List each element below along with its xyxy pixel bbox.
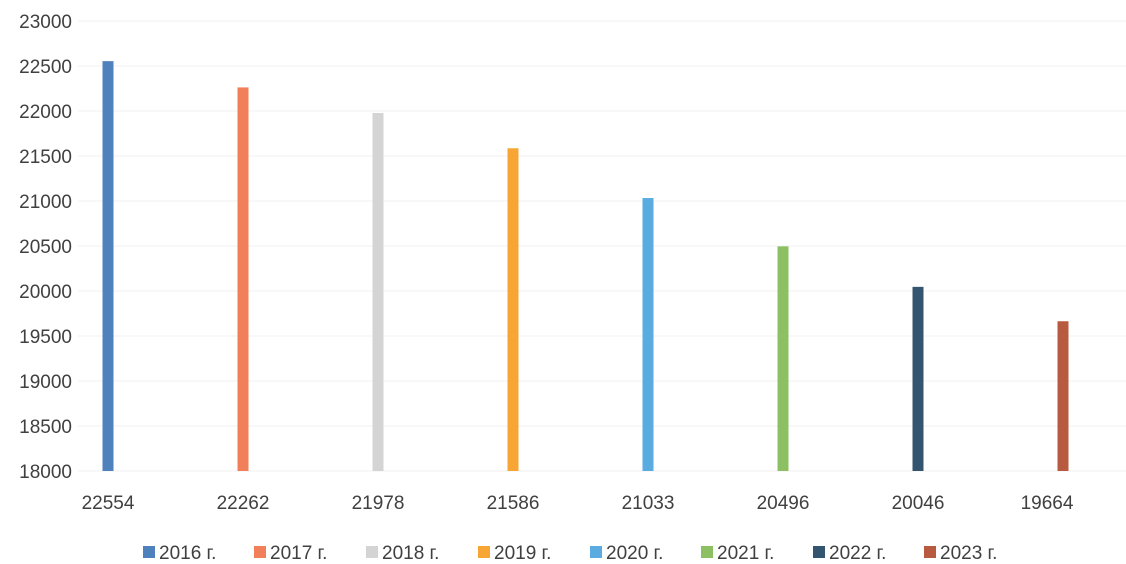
y-tick-label: 19500 (19, 327, 72, 348)
legend-swatch (254, 546, 266, 558)
x-tick-label: 21978 (352, 493, 405, 514)
x-tick-label: 21033 (622, 493, 675, 514)
legend-label: 2020 г. (606, 543, 663, 564)
bar (777, 246, 789, 471)
legend-item: 2020 г. (590, 543, 663, 564)
bar (102, 61, 114, 471)
legend-swatch (366, 546, 378, 558)
legend-item: 2016 г. (143, 543, 216, 564)
legend-label: 2022 г. (829, 543, 886, 564)
legend: 2016 г. 2017 г. 2018 г. 2019 г. 2020 г. 2021 … (143, 543, 997, 564)
y-tick-label: 22000 (19, 102, 72, 123)
legend-swatch (701, 546, 713, 558)
y-axis: 18000 18500 19000 19500 20000 20500 21000 21500… (19, 12, 72, 483)
legend-swatch (143, 546, 155, 558)
legend-swatch (478, 546, 490, 558)
x-tick-label: 19664 (1021, 493, 1074, 514)
bar (507, 148, 519, 471)
legend-swatch (590, 546, 602, 558)
y-tick-label: 18500 (19, 417, 72, 438)
x-tick-label: 21586 (487, 493, 540, 514)
legend-label: 2021 г. (717, 543, 774, 564)
legend-label: 2019 г. (494, 543, 551, 564)
legend-item: 2018 г. (366, 543, 439, 564)
y-tick-label: 21000 (19, 192, 72, 213)
y-tick-label: 20000 (19, 282, 72, 303)
legend-item: 2019 г. (478, 543, 551, 564)
x-tick-label: 20496 (757, 493, 810, 514)
y-tick-label: 23000 (19, 12, 72, 33)
gridlines (78, 20, 1126, 472)
bar (912, 286, 924, 471)
legend-label: 2017 г. (270, 543, 327, 564)
legend-item: 2023 г. (924, 543, 997, 564)
x-tick-label: 22554 (82, 493, 135, 514)
x-axis: 22554 22262 21978 21586 21033 20496 20046 19664 (82, 493, 1074, 514)
legend-swatch (813, 546, 825, 558)
bar (237, 87, 249, 472)
legend-label: 2018 г. (382, 543, 439, 564)
y-tick-label: 21500 (19, 147, 72, 168)
bars (102, 61, 1069, 472)
y-tick-label: 22500 (19, 57, 72, 78)
legend-label: 2023 г. (940, 543, 997, 564)
y-tick-label: 19000 (19, 372, 72, 393)
bar (1057, 321, 1069, 471)
legend-item: 2022 г. (813, 543, 886, 564)
legend-item: 2021 г. (701, 543, 774, 564)
legend-item: 2017 г. (254, 543, 327, 564)
y-tick-label: 18000 (19, 462, 72, 483)
legend-swatch (924, 546, 936, 558)
legend-label: 2016 г. (159, 543, 216, 564)
bar (372, 112, 384, 471)
bar (642, 198, 654, 471)
x-tick-label: 22262 (217, 493, 270, 514)
y-tick-label: 20500 (19, 237, 72, 258)
x-tick-label: 20046 (892, 493, 945, 514)
